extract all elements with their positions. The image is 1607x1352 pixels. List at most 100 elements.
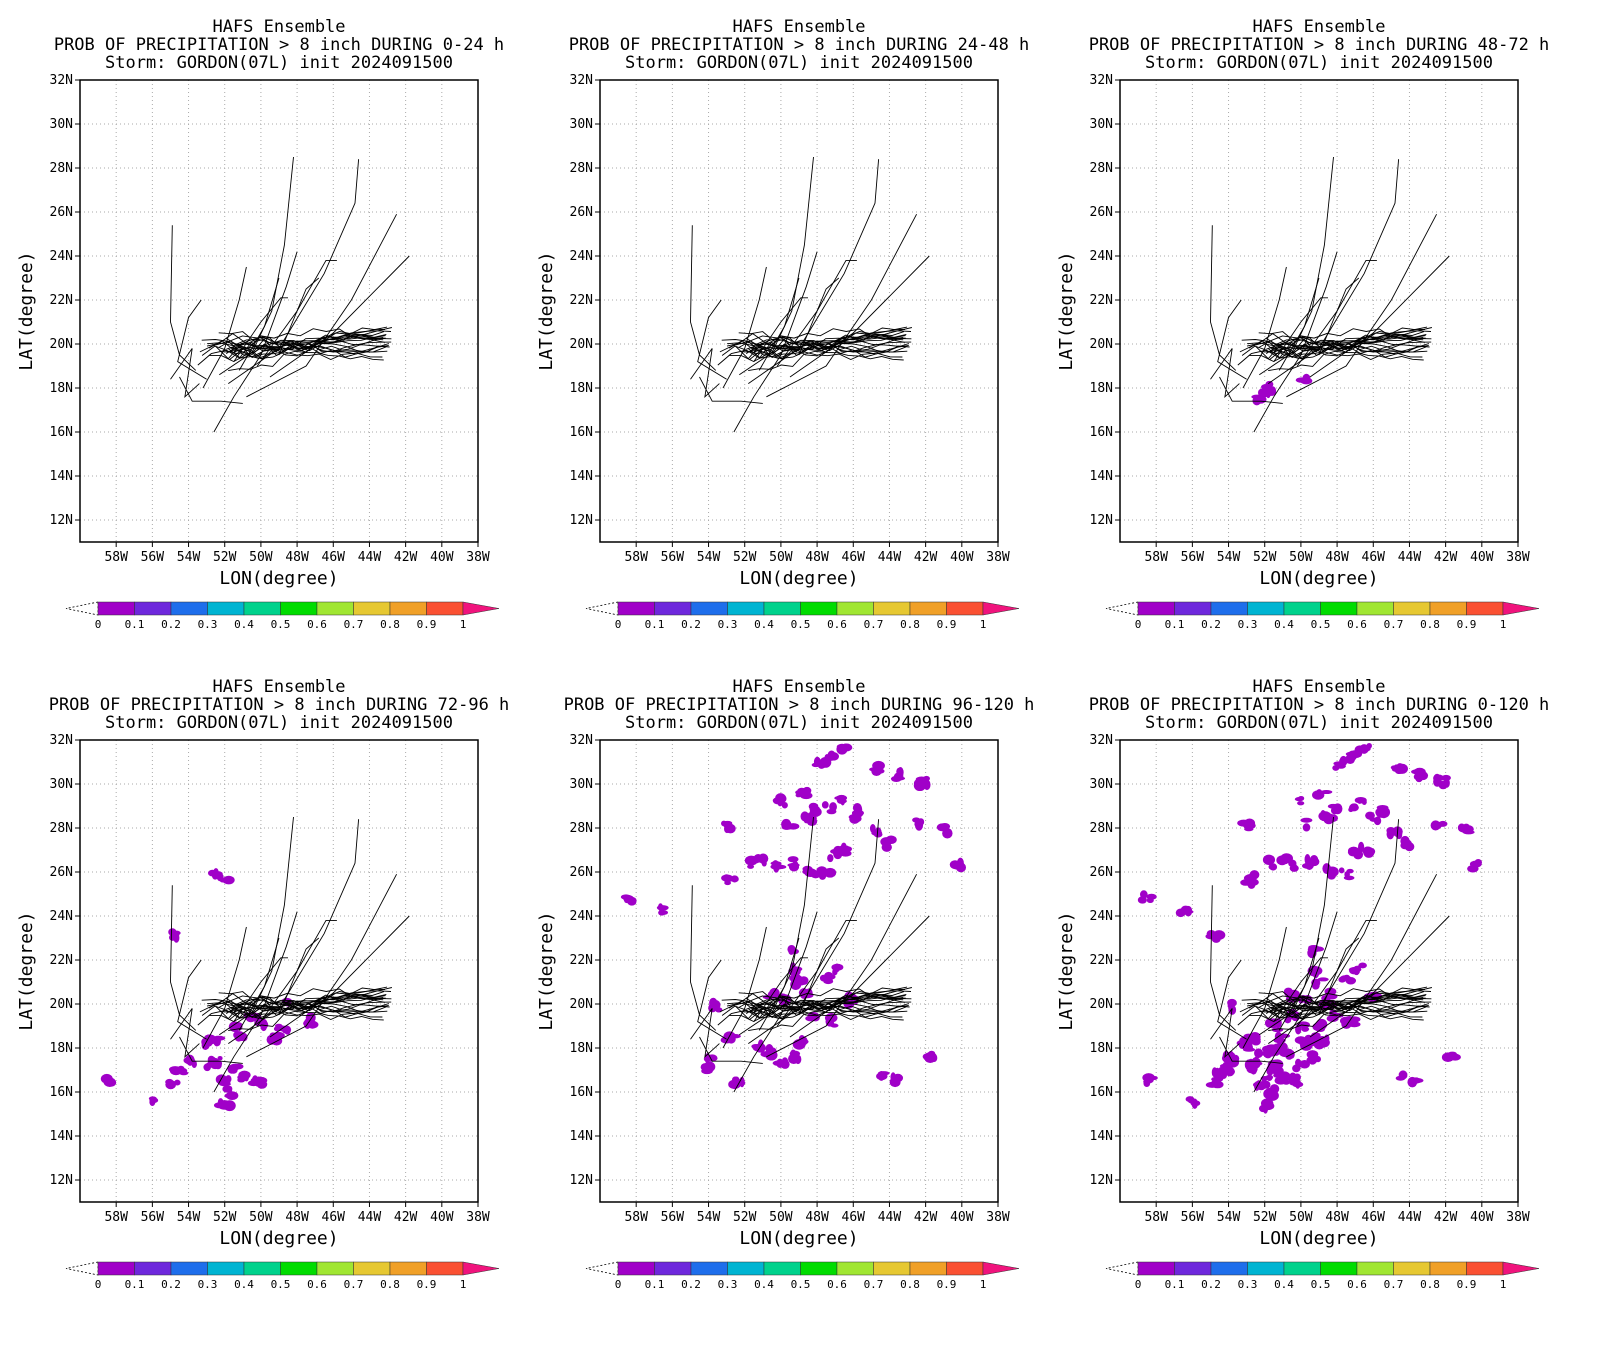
prob-region-blob [1363, 847, 1375, 858]
ensemble-track [1210, 348, 1240, 398]
y-tick-label: 24N [50, 909, 73, 924]
y-tick-label: 18N [1090, 1041, 1113, 1056]
colorbar-segment [946, 601, 984, 616]
ensemble-track [219, 816, 294, 1036]
ensemble-track [789, 255, 930, 378]
prob-region-blob [874, 827, 882, 838]
x-axis-label: LON(degree) [739, 568, 858, 589]
ensemble-track [1286, 873, 1437, 1058]
y-tick-label: 14N [570, 1129, 593, 1144]
y-tick-label: 24N [1090, 909, 1113, 924]
x-tick-label: 48W [805, 1210, 829, 1225]
ensemble-track [1278, 277, 1320, 371]
ensemble-track [238, 277, 280, 371]
colorbar-under-triangle [1105, 1261, 1139, 1276]
prob-region-blob [1266, 1075, 1273, 1081]
ensemble-track [728, 328, 912, 352]
prob-region-blob [173, 1070, 179, 1076]
colorbar-tick-label: 0.2 [161, 618, 181, 631]
panel-title-line-2: PROB OF PRECIPITATION > 8 inch DURING 24… [569, 35, 1030, 55]
y-tick-label: 30N [570, 777, 593, 792]
colorbar-segment [353, 601, 391, 616]
ensemble-track [1318, 277, 1360, 356]
x-tick-label: 50W [1289, 550, 1313, 565]
prob-region-blob [1307, 947, 1317, 959]
y-tick-label: 30N [50, 777, 73, 792]
y-tick-label: 24N [50, 249, 73, 264]
y-tick-label: 18N [50, 381, 73, 396]
ensemble-track [256, 919, 337, 1027]
prob-region-blob [1253, 1056, 1259, 1064]
prob-region-blob [1260, 389, 1269, 398]
colorbar-tick-label: 0.3 [1238, 618, 1258, 631]
prob-region-blob [802, 869, 812, 875]
colorbar-tick-label: 0 [615, 1278, 622, 1291]
prob-region-blob [1146, 897, 1154, 903]
plot-frame [1119, 79, 1519, 543]
ensemble-tracks [170, 156, 410, 433]
ensemble-track [749, 338, 910, 355]
ensemble-track [726, 330, 912, 350]
ensemble-track [739, 816, 814, 1036]
prob-region-blob [247, 1080, 259, 1087]
panel-title-line-1: HAFS Ensemble [732, 677, 865, 697]
colorbar-tick-label: 0.6 [827, 1278, 847, 1291]
prob-region-blob [1258, 1104, 1268, 1113]
ensemble-track [1318, 937, 1360, 1016]
prob-region-blob [205, 1062, 215, 1068]
x-tick-label: 40W [950, 550, 974, 565]
grid-lines [1120, 79, 1519, 542]
colorbar-tick-label: 0.2 [1201, 618, 1221, 631]
colorbar-under-triangle [65, 1261, 99, 1276]
prob-region-blob [624, 897, 635, 903]
ensemble-track [733, 911, 818, 1093]
colorbar-tick-label: 0 [1135, 618, 1142, 631]
ensemble-track [739, 156, 814, 376]
prob-region-blob [1350, 803, 1358, 808]
y-tick-label: 18N [570, 1041, 593, 1056]
colorbar-tick-label: 0.3 [198, 1278, 218, 1291]
prob-region-blob [1462, 829, 1475, 835]
prob-region-blob [1268, 864, 1275, 870]
colorbar-tick-label: 1 [460, 618, 467, 631]
y-tick-label: 32N [1090, 73, 1113, 88]
colorbar-segment [353, 1261, 391, 1276]
ensemble-track [202, 926, 247, 1049]
x-axis-label: LON(degree) [739, 1228, 858, 1249]
ensemble-track [1210, 885, 1237, 1031]
ensemble-track [733, 251, 818, 433]
y-tick-label: 12N [1090, 513, 1113, 528]
y-tick-label: 26N [50, 865, 73, 880]
colorbar-segment [909, 1261, 947, 1276]
colorbar-segment [280, 1261, 318, 1276]
ensemble-track [230, 334, 383, 359]
prob-region-blob [956, 860, 965, 872]
prob-region-blob [825, 1020, 835, 1027]
y-tick-label: 16N [50, 1085, 73, 1100]
y-tick-label: 12N [50, 1173, 73, 1188]
prob-region-blob [284, 1028, 291, 1035]
ensemble-track [728, 344, 903, 363]
y-tick-label: 26N [1090, 205, 1113, 220]
colorbar-tick-label: 0.2 [1201, 1278, 1221, 1291]
y-tick-label: 28N [1090, 161, 1113, 176]
prob-region-blob [1265, 1044, 1278, 1049]
colorbar-tick-label: 0.6 [827, 618, 847, 631]
prob-region-blob [1289, 1079, 1301, 1085]
ensemble-track [776, 919, 857, 1027]
ensemble-track [170, 225, 197, 371]
ensemble-track [1241, 987, 1433, 1011]
colorbar-tick-label: 0.4 [234, 1278, 254, 1291]
x-tick-label: 50W [769, 550, 793, 565]
colorbar-segment [763, 601, 801, 616]
colorbar-segment [1174, 1261, 1212, 1276]
colorbar-segment [1393, 1261, 1431, 1276]
ensemble-track [1247, 993, 1427, 1012]
colorbar-tick-label: 1 [1500, 1278, 1507, 1291]
prob-region-blob [755, 1043, 766, 1053]
colorbar-segment [316, 601, 354, 616]
prob-region-blob [800, 811, 810, 822]
prob-region-blob [1336, 763, 1346, 769]
